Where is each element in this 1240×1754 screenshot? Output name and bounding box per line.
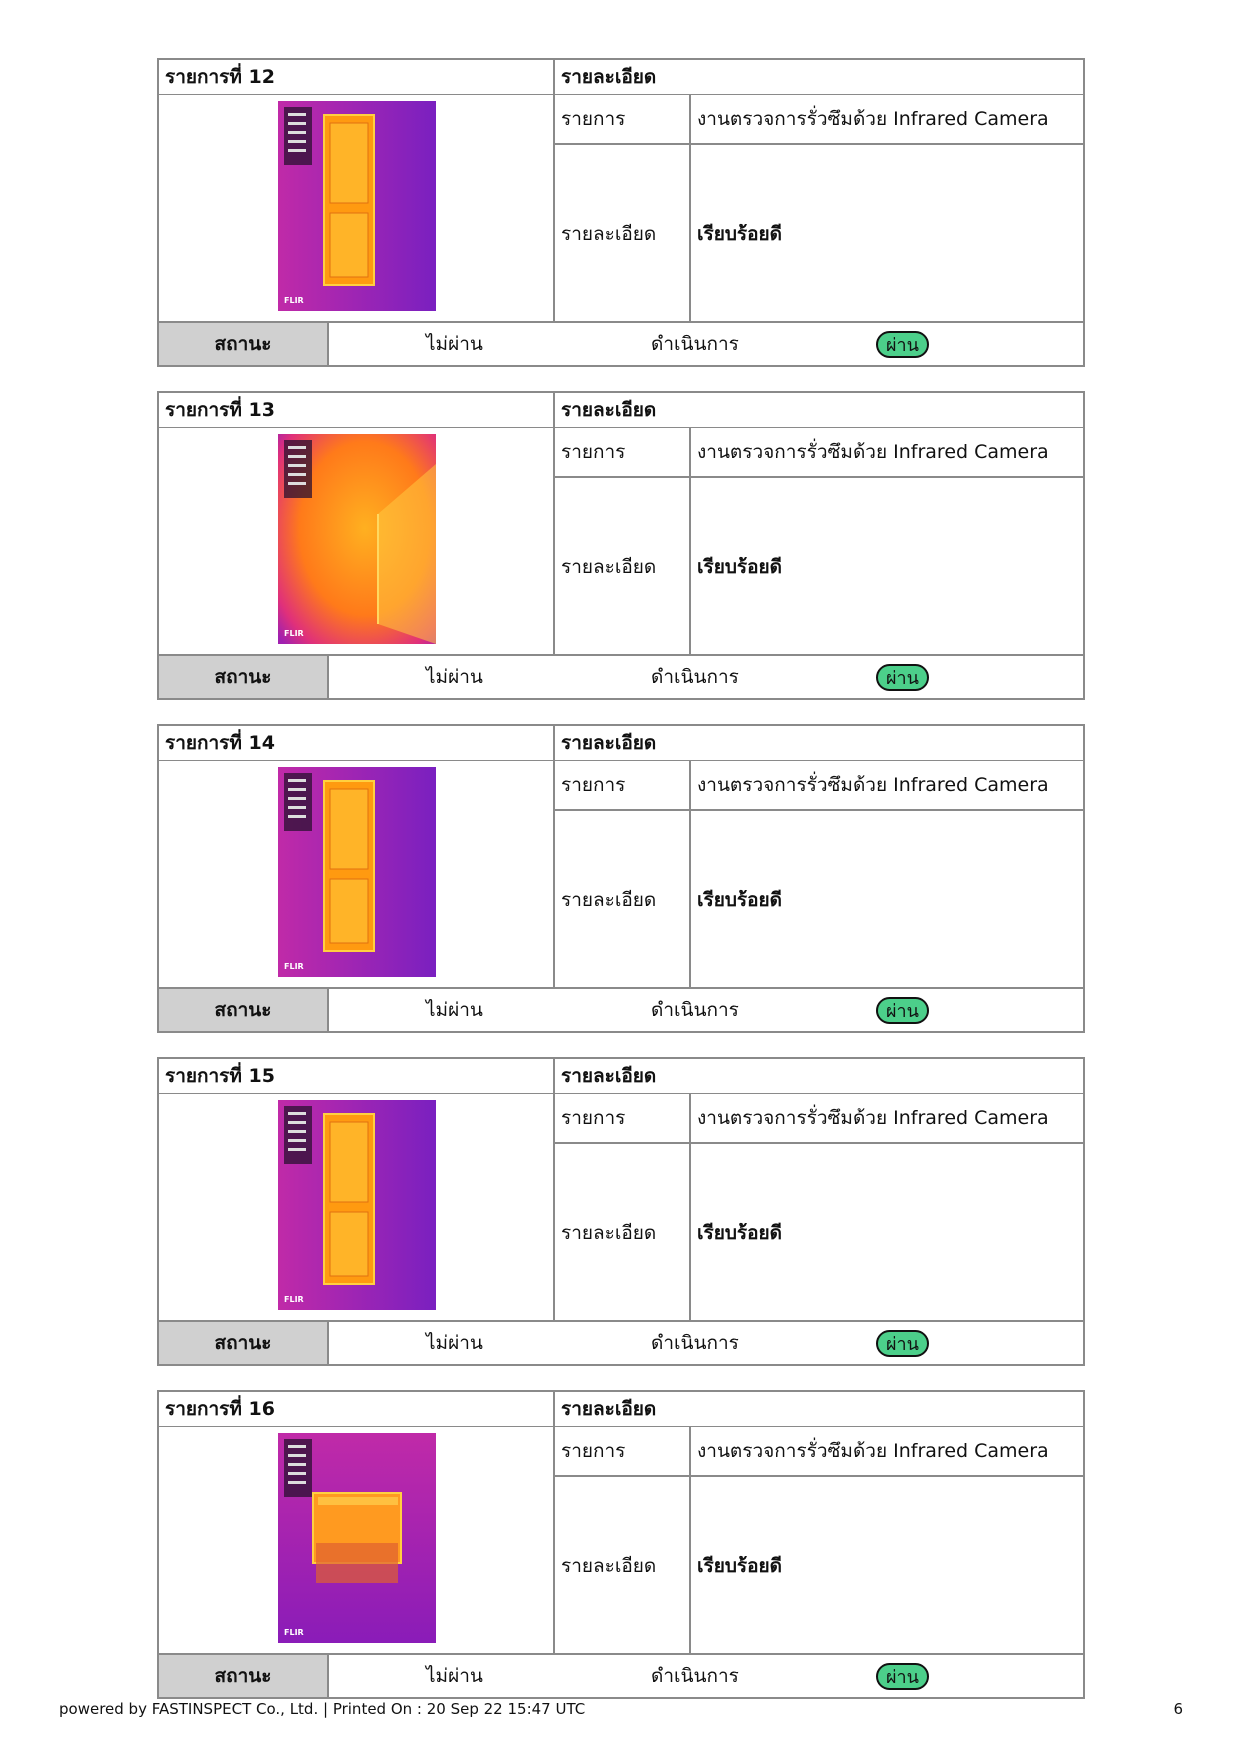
- detail-row: รายละเอียด เรียบร้อยดี: [555, 1144, 1083, 1322]
- thermal-door-image[interactable]: FLIR: [278, 767, 436, 977]
- status-option-in-progress[interactable]: ดำเนินการ: [651, 333, 739, 355]
- image-cell: FLIR: [159, 761, 555, 989]
- status-row: สถานะ ไม่ผ่าน ดำเนินการ ผ่าน: [159, 1320, 1083, 1364]
- item-label: รายการ: [555, 428, 691, 476]
- detail-header: รายละเอียด: [555, 726, 1083, 761]
- image-cell: FLIR: [159, 1427, 555, 1655]
- detail-value: เรียบร้อยดี: [697, 223, 782, 245]
- inspection-card: รายการที่ 15 รายละเอียด FLIR รายการ งานตรวจ…: [157, 1057, 1085, 1366]
- status-option-fail[interactable]: ไม่ผ่าน: [426, 333, 483, 355]
- item-row: รายการ งานตรวจการรั่วซึมด้วย Infrared Cam…: [555, 428, 1083, 478]
- detail-value: เรียบร้อยดี: [697, 1222, 782, 1244]
- footer-text: powered by FASTINSPECT Co., Ltd. | Print…: [59, 1700, 586, 1718]
- detail-label: รายละเอียด: [555, 811, 691, 989]
- item-row: รายการ งานตรวจการรั่วซึมด้วย Infrared Cam…: [555, 761, 1083, 811]
- card-title: รายการที่ 13: [159, 393, 555, 428]
- detail-row: รายละเอียด เรียบร้อยดี: [555, 1477, 1083, 1655]
- status-option-fail[interactable]: ไม่ผ่าน: [426, 1665, 483, 1687]
- status-label: สถานะ: [159, 1322, 329, 1364]
- status-option-fail[interactable]: ไม่ผ่าน: [426, 1332, 483, 1354]
- inspection-card: รายการที่ 14 รายละเอียด FLIR รายการ งานตรวจ…: [157, 724, 1085, 1033]
- detail-label: รายละเอียด: [555, 478, 691, 656]
- card-title: รายการที่ 12: [159, 60, 555, 95]
- svg-text:FLIR: FLIR: [284, 1628, 304, 1637]
- detail-row: รายละเอียด เรียบร้อยดี: [555, 145, 1083, 323]
- status-badge-pass[interactable]: ผ่าน: [876, 664, 929, 691]
- item-value: งานตรวจการรั่วซึมด้วย Infrared Camera: [697, 108, 1049, 130]
- item-row: รายการ งานตรวจการรั่วซึมด้วย Infrared Cam…: [555, 1094, 1083, 1144]
- status-row: สถานะ ไม่ผ่าน ดำเนินการ ผ่าน: [159, 654, 1083, 698]
- card-title: รายการที่ 14: [159, 726, 555, 761]
- detail-row: รายละเอียด เรียบร้อยดี: [555, 478, 1083, 656]
- detail-value: เรียบร้อยดี: [697, 1555, 782, 1577]
- status-option-fail[interactable]: ไม่ผ่าน: [426, 999, 483, 1021]
- detail-header: รายละเอียด: [555, 1392, 1083, 1427]
- item-label: รายการ: [555, 1427, 691, 1475]
- detail-label: รายละเอียด: [555, 1144, 691, 1322]
- item-label: รายการ: [555, 95, 691, 143]
- thermal-window-image[interactable]: FLIR: [278, 1433, 436, 1643]
- svg-text:FLIR: FLIR: [284, 296, 304, 305]
- inspection-card: รายการที่ 13 รายละเอียด FLIR รายการ งานตรวจ…: [157, 391, 1085, 700]
- thermal-door-image[interactable]: FLIR: [278, 101, 436, 311]
- image-cell: FLIR: [159, 428, 555, 656]
- status-option-fail[interactable]: ไม่ผ่าน: [426, 666, 483, 688]
- thermal-door-image[interactable]: FLIR: [278, 1100, 436, 1310]
- status-label: สถานะ: [159, 323, 329, 365]
- status-option-in-progress[interactable]: ดำเนินการ: [651, 666, 739, 688]
- image-cell: FLIR: [159, 1094, 555, 1322]
- item-row: รายการ งานตรวจการรั่วซึมด้วย Infrared Cam…: [555, 1427, 1083, 1477]
- status-label: สถานะ: [159, 656, 329, 698]
- status-option-in-progress[interactable]: ดำเนินการ: [651, 999, 739, 1021]
- svg-text:FLIR: FLIR: [284, 962, 304, 971]
- detail-header: รายละเอียด: [555, 393, 1083, 428]
- item-value: งานตรวจการรั่วซึมด้วย Infrared Camera: [697, 441, 1049, 463]
- status-row: สถานะ ไม่ผ่าน ดำเนินการ ผ่าน: [159, 321, 1083, 365]
- svg-text:FLIR: FLIR: [284, 1295, 304, 1304]
- detail-row: รายละเอียด เรียบร้อยดี: [555, 811, 1083, 989]
- inspection-card: รายการที่ 16 รายละเอียด FLIR รายการ งานตรวจ…: [157, 1390, 1085, 1699]
- status-badge-pass[interactable]: ผ่าน: [876, 997, 929, 1024]
- item-row: รายการ งานตรวจการรั่วซึมด้วย Infrared Cam…: [555, 95, 1083, 145]
- page-number: 6: [1173, 1700, 1183, 1718]
- status-badge-pass[interactable]: ผ่าน: [876, 1330, 929, 1357]
- status-badge-pass[interactable]: ผ่าน: [876, 1663, 929, 1690]
- item-label: รายการ: [555, 1094, 691, 1142]
- status-badge-pass[interactable]: ผ่าน: [876, 331, 929, 358]
- inspection-card: รายการที่ 12 รายละเอียด FLIR รายการ งานตรวจ…: [157, 58, 1085, 367]
- status-option-in-progress[interactable]: ดำเนินการ: [651, 1332, 739, 1354]
- status-row: สถานะ ไม่ผ่าน ดำเนินการ ผ่าน: [159, 987, 1083, 1031]
- detail-value: เรียบร้อยดี: [697, 556, 782, 578]
- card-title: รายการที่ 16: [159, 1392, 555, 1427]
- item-value: งานตรวจการรั่วซึมด้วย Infrared Camera: [697, 1107, 1049, 1129]
- detail-header: รายละเอียด: [555, 1059, 1083, 1094]
- detail-label: รายละเอียด: [555, 1477, 691, 1655]
- card-title: รายการที่ 15: [159, 1059, 555, 1094]
- status-label: สถานะ: [159, 1655, 329, 1697]
- thermal-wall-corner-image[interactable]: FLIR: [278, 434, 436, 644]
- item-value: งานตรวจการรั่วซึมด้วย Infrared Camera: [697, 774, 1049, 796]
- detail-header: รายละเอียด: [555, 60, 1083, 95]
- image-cell: FLIR: [159, 95, 555, 323]
- status-option-in-progress[interactable]: ดำเนินการ: [651, 1665, 739, 1687]
- svg-text:FLIR: FLIR: [284, 629, 304, 638]
- detail-label: รายละเอียด: [555, 145, 691, 323]
- detail-value: เรียบร้อยดี: [697, 889, 782, 911]
- status-row: สถานะ ไม่ผ่าน ดำเนินการ ผ่าน: [159, 1653, 1083, 1697]
- item-value: งานตรวจการรั่วซึมด้วย Infrared Camera: [697, 1440, 1049, 1462]
- item-label: รายการ: [555, 761, 691, 809]
- status-label: สถานะ: [159, 989, 329, 1031]
